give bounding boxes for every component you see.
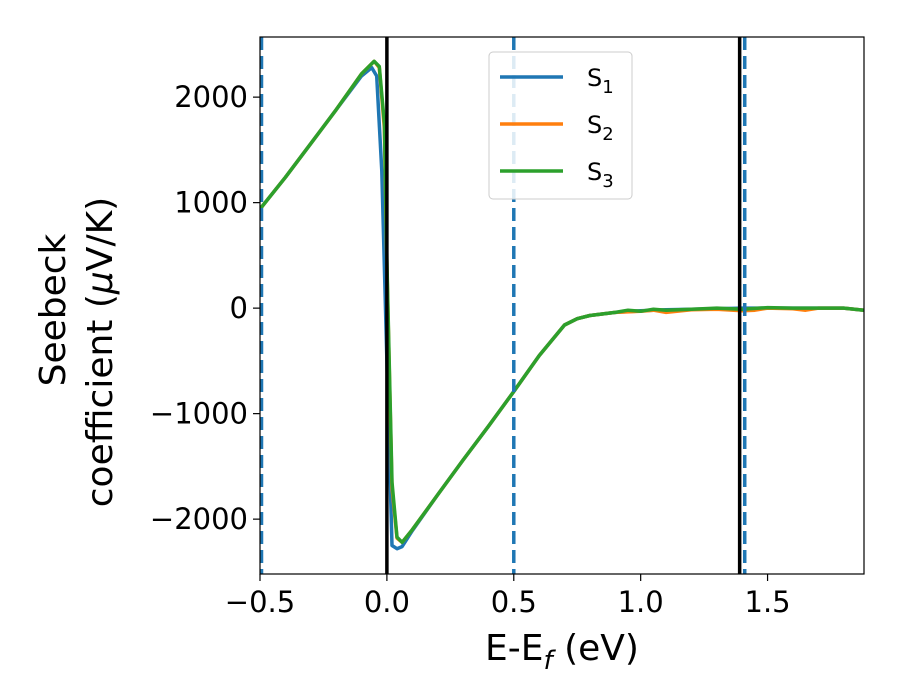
x-tick-label: 0.0 (364, 585, 410, 619)
x-tick-label: 1.5 (745, 585, 791, 619)
legend-label-s2: S2 (587, 111, 614, 145)
y-tick-label: −1000 (150, 397, 248, 431)
y-tick-label: 2000 (174, 80, 248, 114)
legend: S1 S2 S3 (488, 51, 633, 200)
x-axis-title: E-Ef (eV) (485, 628, 639, 676)
vline-layer (260, 37, 747, 574)
legend-label-s1: S1 (587, 64, 614, 98)
y-tick-label: 0 (230, 291, 248, 325)
y-tick-label: 1000 (174, 186, 248, 220)
y-ticks: −2000 −1000 0 1000 2000 (150, 80, 260, 536)
y-axis-title: Seebeck coefficient (μV/K) (33, 197, 121, 507)
x-tick-label: −0.5 (225, 585, 295, 619)
y-axis-title-line2: coefficient (μV/K) (80, 197, 121, 507)
plot-frame (259, 36, 865, 575)
y-tick-label: −2000 (150, 502, 248, 536)
x-ticks: −0.5 0.0 0.5 1.0 1.5 (225, 574, 791, 619)
legend-label-s3: S3 (587, 158, 614, 192)
series-line-s3 (260, 59, 864, 545)
x-tick-label: 1.0 (618, 585, 664, 619)
y-axis-title-line1: Seebeck (33, 233, 74, 386)
legend-entries: S1 S2 S3 (500, 64, 614, 192)
x-tick-label: 0.5 (491, 585, 537, 619)
